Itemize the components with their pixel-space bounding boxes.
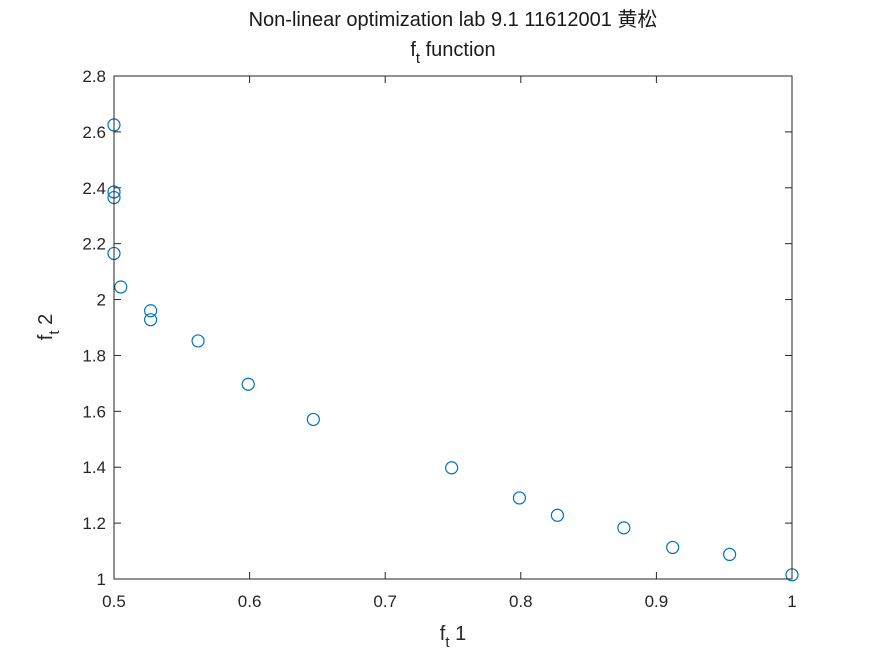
scatter-point [617,521,631,535]
y-tick-label: 1.8 [82,346,106,365]
scatter-point [144,304,158,318]
scatter-point [550,508,565,522]
chart-subtitle-sub: t [416,50,421,67]
x-axis-label-sub: t [445,634,450,651]
y-tick-label: 2.6 [82,123,106,142]
x-axis-label-base: f [440,623,446,645]
y-tick-label: 1.2 [82,514,106,533]
y-tick-label: 2.8 [82,67,106,86]
y-tick-label: 2.4 [82,179,106,198]
scatter-point [241,377,255,391]
scatter-point [306,412,320,427]
x-tick-label: 0.9 [645,592,669,611]
chart-subtitle-base: f [410,39,416,61]
scatter-point [144,313,158,327]
y-tick-label: 1.6 [82,402,106,421]
chart-subtitle-rest: function [420,39,496,61]
x-tick-label: 0.5 [102,592,126,611]
y-tick-label: 2.2 [82,235,106,254]
scatter-point [512,491,527,505]
x-tick-label: 0.8 [509,592,533,611]
y-tick-label: 1 [97,570,106,589]
chart-subtitle: ft function [410,39,495,67]
y-axis-label-rest: 2 [35,314,57,331]
x-tick-label: 0.7 [373,592,397,611]
x-axis-label: ft 1 [440,623,466,651]
x-tick-label: 1 [787,592,796,611]
scatter-point [666,540,680,555]
x-tick-label: 0.6 [238,592,262,611]
x-axis-ticks: 0.5 0.6 0.7 0.8 0.9 1 [102,76,797,611]
plot-background [114,76,792,579]
scatter-point [445,461,459,475]
plot-frame [113,75,793,580]
scatter-point [191,334,205,348]
scatter-point [114,280,128,294]
y-axis-label-sub: t [46,330,63,335]
y-axis-label: ft 2 [35,314,63,340]
x-axis-label-rest: 1 [450,623,467,645]
scatter-point [723,547,737,562]
y-tick-label: 1.4 [82,458,106,477]
y-tick-label: 2 [97,291,106,310]
y-axis-label-base: f [35,334,57,340]
chart-title: Non-linear optimization lab 9.1 11612001… [249,8,658,31]
